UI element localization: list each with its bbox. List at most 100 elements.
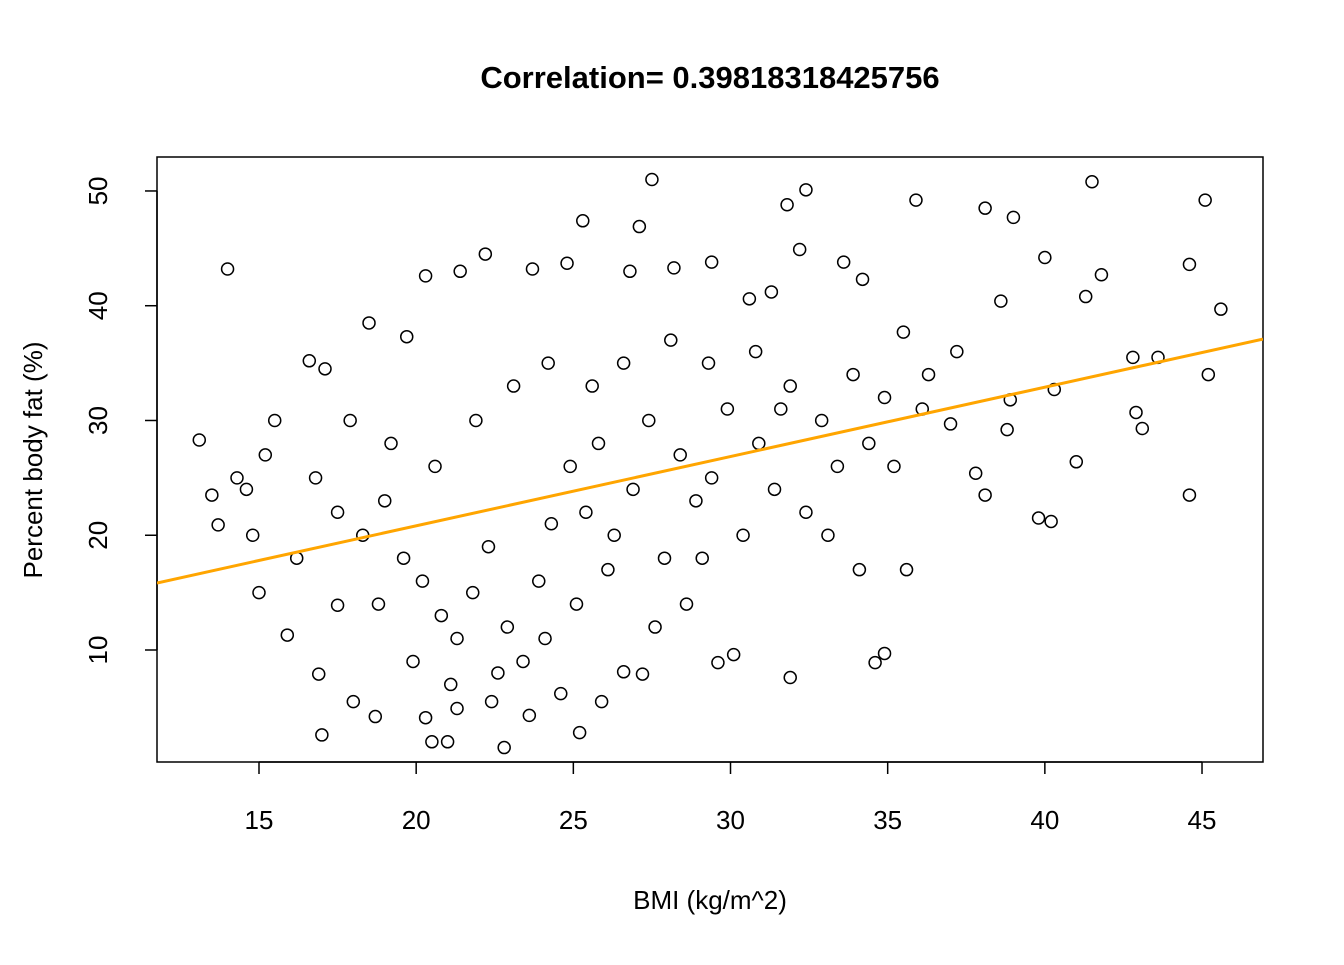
- point: [318, 362, 332, 376]
- point: [868, 655, 882, 670]
- point: [774, 402, 788, 416]
- point: [943, 417, 958, 431]
- point: [396, 551, 411, 565]
- point: [1085, 175, 1099, 189]
- x-tick-label: 15: [245, 805, 274, 835]
- point: [616, 665, 631, 679]
- point: [720, 402, 735, 416]
- point: [1078, 289, 1093, 304]
- y-tick-label: 50: [83, 177, 113, 206]
- point: [648, 620, 662, 634]
- point: [563, 459, 577, 474]
- point: [560, 256, 574, 271]
- x-tick-label: 40: [1030, 805, 1059, 835]
- point: [538, 631, 552, 646]
- point: [1182, 257, 1197, 272]
- point: [1126, 350, 1140, 365]
- point: [532, 574, 546, 588]
- point: [642, 413, 656, 428]
- point: [748, 344, 763, 359]
- point: [230, 471, 244, 485]
- point: [418, 710, 433, 725]
- point: [1038, 250, 1052, 265]
- y-tick-label: 20: [83, 521, 113, 550]
- point: [846, 367, 860, 382]
- point: [1069, 455, 1084, 469]
- point: [362, 316, 376, 330]
- point: [632, 219, 647, 234]
- x-tick-label: 45: [1188, 805, 1217, 835]
- point: [968, 466, 983, 481]
- point: [481, 539, 496, 554]
- point: [1198, 193, 1212, 207]
- point: [211, 518, 225, 532]
- point: [635, 667, 650, 681]
- point: [453, 264, 467, 279]
- point: [792, 242, 807, 257]
- point: [896, 325, 911, 339]
- point: [443, 677, 458, 692]
- plot-frame: [156, 156, 1264, 763]
- y-axis-label: Percent body fat (%): [18, 342, 48, 579]
- point: [830, 459, 845, 474]
- point: [252, 585, 266, 600]
- y-tick-label: 10: [83, 636, 113, 665]
- point: [484, 694, 499, 709]
- point: [887, 459, 901, 474]
- point: [1182, 488, 1197, 502]
- point: [585, 379, 599, 393]
- point: [862, 436, 876, 451]
- point: [689, 494, 703, 508]
- point: [736, 528, 750, 542]
- point: [704, 471, 719, 485]
- chart-title: Correlation= 0.39818318425756: [480, 60, 939, 95]
- point: [469, 413, 483, 428]
- point: [852, 562, 867, 577]
- point: [836, 255, 851, 269]
- point: [726, 647, 741, 662]
- point: [371, 597, 386, 611]
- x-tick-label: 35: [873, 805, 902, 835]
- point: [1201, 367, 1216, 382]
- point: [645, 172, 659, 187]
- point: [1129, 405, 1143, 420]
- point: [205, 488, 219, 502]
- point: [877, 390, 892, 405]
- point: [576, 214, 590, 228]
- point: [695, 551, 709, 565]
- point: [315, 728, 329, 742]
- point: [1044, 514, 1058, 529]
- point: [783, 379, 797, 393]
- point: [192, 433, 207, 447]
- point: [1000, 422, 1014, 437]
- point: [450, 631, 464, 646]
- point: [664, 333, 678, 347]
- x-tick-label: 30: [716, 805, 745, 835]
- point: [425, 735, 439, 749]
- point: [302, 354, 317, 368]
- point: [434, 608, 449, 623]
- point: [978, 488, 992, 502]
- point: [544, 517, 559, 531]
- point: [415, 574, 430, 588]
- x-tick-label: 20: [402, 805, 431, 835]
- point: [667, 261, 681, 275]
- point: [909, 193, 923, 207]
- point: [500, 620, 515, 634]
- point: [440, 735, 455, 749]
- x-axis-label: BMI (kg/m^2): [633, 885, 787, 915]
- point: [623, 264, 637, 279]
- point: [522, 708, 537, 723]
- point: [368, 709, 383, 724]
- point: [799, 505, 813, 520]
- point: [673, 448, 687, 462]
- point: [1006, 210, 1021, 225]
- point: [616, 356, 631, 370]
- point: [601, 562, 615, 577]
- point: [491, 666, 505, 680]
- point: [921, 367, 936, 382]
- point: [346, 694, 361, 709]
- point: [701, 356, 716, 370]
- point: [399, 329, 414, 344]
